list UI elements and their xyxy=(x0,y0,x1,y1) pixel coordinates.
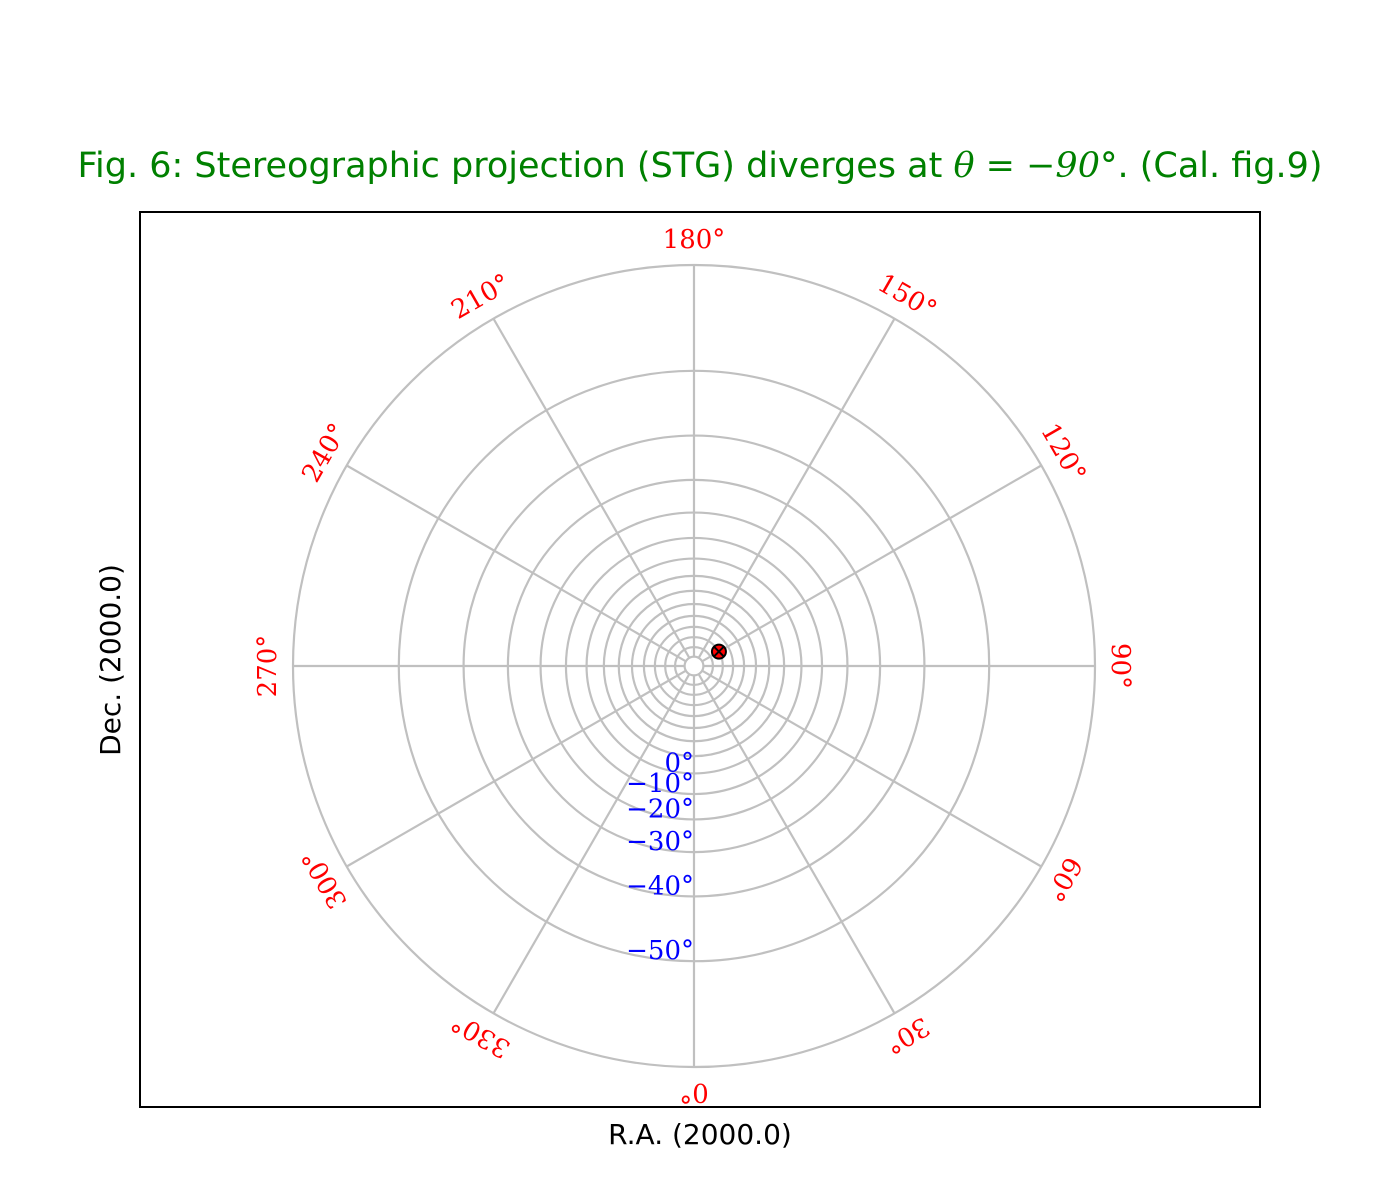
title-suffix: . (Cal. fig.9) xyxy=(1117,146,1323,186)
ra-meridian xyxy=(492,318,691,659)
ra-meridian xyxy=(697,673,896,1014)
ra-meridian xyxy=(492,673,691,1014)
x-axis-label: R.A. (2000.0) xyxy=(608,1118,792,1151)
dec-parallel xyxy=(683,655,705,677)
dec-tick-label: 0° xyxy=(664,748,694,778)
plot-frame xyxy=(139,211,1261,1108)
ra-tick-label: 240° xyxy=(296,418,353,487)
ra-tick-label: 330° xyxy=(446,1006,515,1063)
dec-tick-label: −20° xyxy=(626,795,694,825)
ra-meridian xyxy=(346,669,687,868)
graticule xyxy=(291,263,1097,1069)
dec-tick-label: −40° xyxy=(626,871,694,901)
title-math: θ = −90° xyxy=(953,146,1118,186)
ra-meridian xyxy=(697,318,896,659)
ra-meridian xyxy=(701,464,1042,663)
markers xyxy=(710,643,727,660)
dec-tick-label: −10° xyxy=(626,769,694,799)
dec-labels: 0°−10°−20°−30° −40° −50° xyxy=(626,748,694,966)
y-axis-label: Dec. (2000.0) xyxy=(94,564,127,756)
ra-tick-label: 150° xyxy=(872,268,941,325)
chart-title: Fig. 6: Stereographic projection (STG) d… xyxy=(0,146,1400,186)
marker-cross xyxy=(713,645,725,658)
ra-tick-label: 210° xyxy=(446,268,515,325)
ra-tick-label: 90° xyxy=(1105,643,1135,689)
ra-tick-label: 300° xyxy=(296,844,353,913)
ra-tick-label: 120° xyxy=(1034,418,1091,487)
ra-tick-label: 270° xyxy=(253,635,283,698)
ra-meridian xyxy=(701,669,1042,868)
dec-tick-label: −50° xyxy=(626,936,694,966)
dec-tick-label: −30° xyxy=(626,827,694,857)
ra-tick-label: 180° xyxy=(663,225,726,255)
title-prefix: Fig. 6: Stereographic projection (STG) d… xyxy=(77,146,954,186)
ra-tick-label: 0° xyxy=(679,1077,709,1107)
ra-meridian xyxy=(346,464,687,663)
